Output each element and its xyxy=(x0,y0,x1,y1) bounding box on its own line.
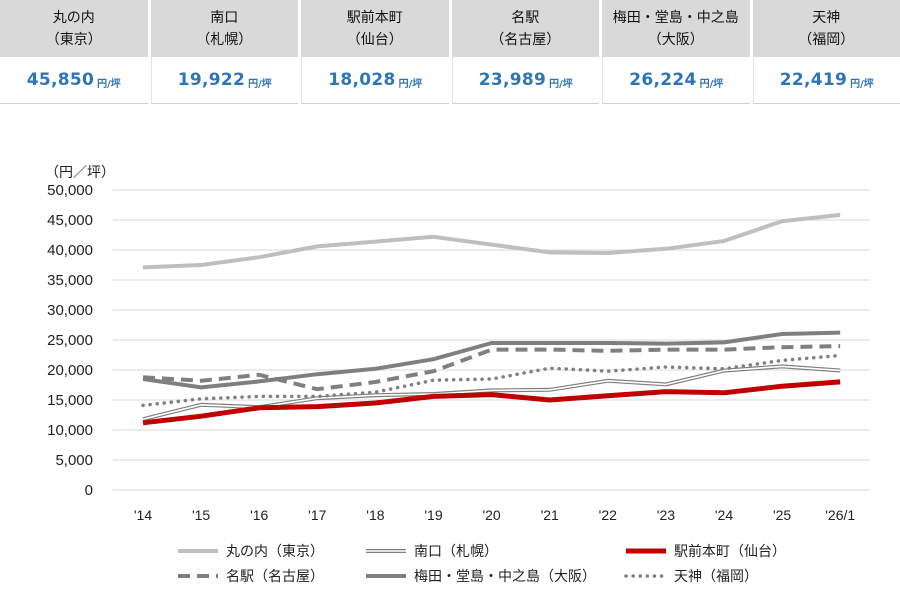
area-price: 26,224 円/坪 xyxy=(602,57,750,104)
price-value: 18,028 xyxy=(328,70,396,90)
area-name: 名駅 xyxy=(511,9,540,26)
area-region: （名古屋） xyxy=(490,31,561,48)
price-unit: 円/坪 xyxy=(549,78,573,90)
y-tick-label: 25,000 xyxy=(47,332,93,349)
x-tick-label: '22 xyxy=(599,507,617,523)
area-price: 23,989 円/坪 xyxy=(451,57,599,104)
area-card-title: 駅前本町 （仙台） xyxy=(301,0,449,57)
area-price: 19,922 円/坪 xyxy=(150,57,298,104)
area-name: 梅田・堂島・中之島 xyxy=(612,9,739,26)
area-card: 駅前本町 （仙台） 18,028 円/坪 xyxy=(301,0,449,104)
x-tick-label: '17 xyxy=(308,507,326,523)
price-value: 22,419 xyxy=(779,70,848,90)
rent-trend-line-chart: 0 5,000 10,000 15,000 20,000 25,000 30,000 35,0… xyxy=(45,164,870,584)
area-region: （福岡） xyxy=(798,31,855,48)
area-price: 22,419 円/坪 xyxy=(752,57,900,104)
area-name: 天神 xyxy=(812,9,841,26)
area-region: （札幌） xyxy=(196,31,253,48)
x-tick-label: '20 xyxy=(482,507,500,523)
area-region: （東京） xyxy=(45,31,102,48)
price-summary-header: 丸の内 （東京） 45,850 円/坪 南口 （札幌） 19,922 円/坪 駅… xyxy=(0,0,900,104)
x-tick-label: '21 xyxy=(541,507,559,523)
y-axis-label: （円／坪） xyxy=(45,164,115,180)
y-tick-label: 30,000 xyxy=(47,302,93,319)
price-unit: 円/坪 xyxy=(97,78,121,90)
price-value: 19,922 xyxy=(177,70,246,90)
x-tick-label: '15 xyxy=(192,507,210,523)
y-tick-label: 40,000 xyxy=(47,242,93,259)
area-name: 丸の内 xyxy=(52,9,95,26)
x-tick-label: '23 xyxy=(657,507,675,523)
y-tick-label: 50,000 xyxy=(47,182,93,199)
price-unit: 円/坪 xyxy=(699,78,724,90)
series-line xyxy=(142,344,841,392)
area-card-title: 名駅 （名古屋） xyxy=(451,0,599,57)
area-region: （大阪） xyxy=(647,31,704,48)
series-line xyxy=(142,212,841,270)
area-name: 南口 xyxy=(210,9,239,26)
area-card-title: 梅田・堂島・中之島 （大阪） xyxy=(602,0,750,57)
legend-label: 南口（札幌） xyxy=(414,543,498,559)
x-tick-label: '14 xyxy=(134,507,152,523)
y-tick-label: 10,000 xyxy=(47,422,93,439)
area-name: 駅前本町 xyxy=(346,9,403,26)
y-tick-label: 20,000 xyxy=(47,362,93,379)
price-unit: 円/坪 xyxy=(248,78,272,90)
legend-label: 梅田・堂島・中之島（大阪） xyxy=(414,568,596,584)
area-price: 18,028 円/坪 xyxy=(301,57,449,104)
y-tick-label: 15,000 xyxy=(47,392,93,409)
area-region: （仙台） xyxy=(346,31,403,48)
price-unit: 円/坪 xyxy=(850,78,874,90)
area-card-title: 南口 （札幌） xyxy=(150,0,298,57)
area-card: 天神 （福岡） 22,419 円/坪 xyxy=(752,0,900,104)
y-tick-label: 35,000 xyxy=(47,272,93,289)
area-card: 名駅 （名古屋） 23,989 円/坪 xyxy=(451,0,599,104)
legend-label: 名駅（名古屋） xyxy=(226,568,324,584)
area-card-title: 天神 （福岡） xyxy=(752,0,900,57)
y-tick-label: 5,000 xyxy=(55,452,93,469)
y-tick-label: 45,000 xyxy=(47,212,93,229)
price-value: 23,989 xyxy=(478,70,547,90)
area-card: 梅田・堂島・中之島 （大阪） 26,224 円/坪 xyxy=(602,0,750,104)
legend-label: 駅前本町（仙台） xyxy=(674,543,786,559)
area-card: 南口 （札幌） 19,922 円/坪 xyxy=(150,0,298,104)
x-tick-label: '16 xyxy=(250,507,268,523)
x-tick-label: '26/1 xyxy=(825,507,855,523)
x-tick-label: '24 xyxy=(715,507,733,523)
series-line xyxy=(142,330,841,390)
legend-label: 丸の内（東京） xyxy=(226,543,324,559)
series-line xyxy=(142,379,841,426)
y-tick-label: 0 xyxy=(85,482,93,499)
area-card: 丸の内 （東京） 45,850 円/坪 xyxy=(0,0,148,104)
legend-label: 天神（福岡） xyxy=(674,568,758,584)
x-tick-label: '25 xyxy=(773,507,791,523)
area-price: 45,850 円/坪 xyxy=(0,57,148,104)
price-unit: 円/坪 xyxy=(398,78,423,90)
series-line xyxy=(141,353,842,408)
price-value: 45,850 xyxy=(26,70,95,90)
x-tick-label: '19 xyxy=(424,507,442,523)
area-card-title: 丸の内 （東京） xyxy=(0,0,148,57)
x-tick-label: '18 xyxy=(366,507,384,523)
price-value: 26,224 xyxy=(629,70,697,90)
